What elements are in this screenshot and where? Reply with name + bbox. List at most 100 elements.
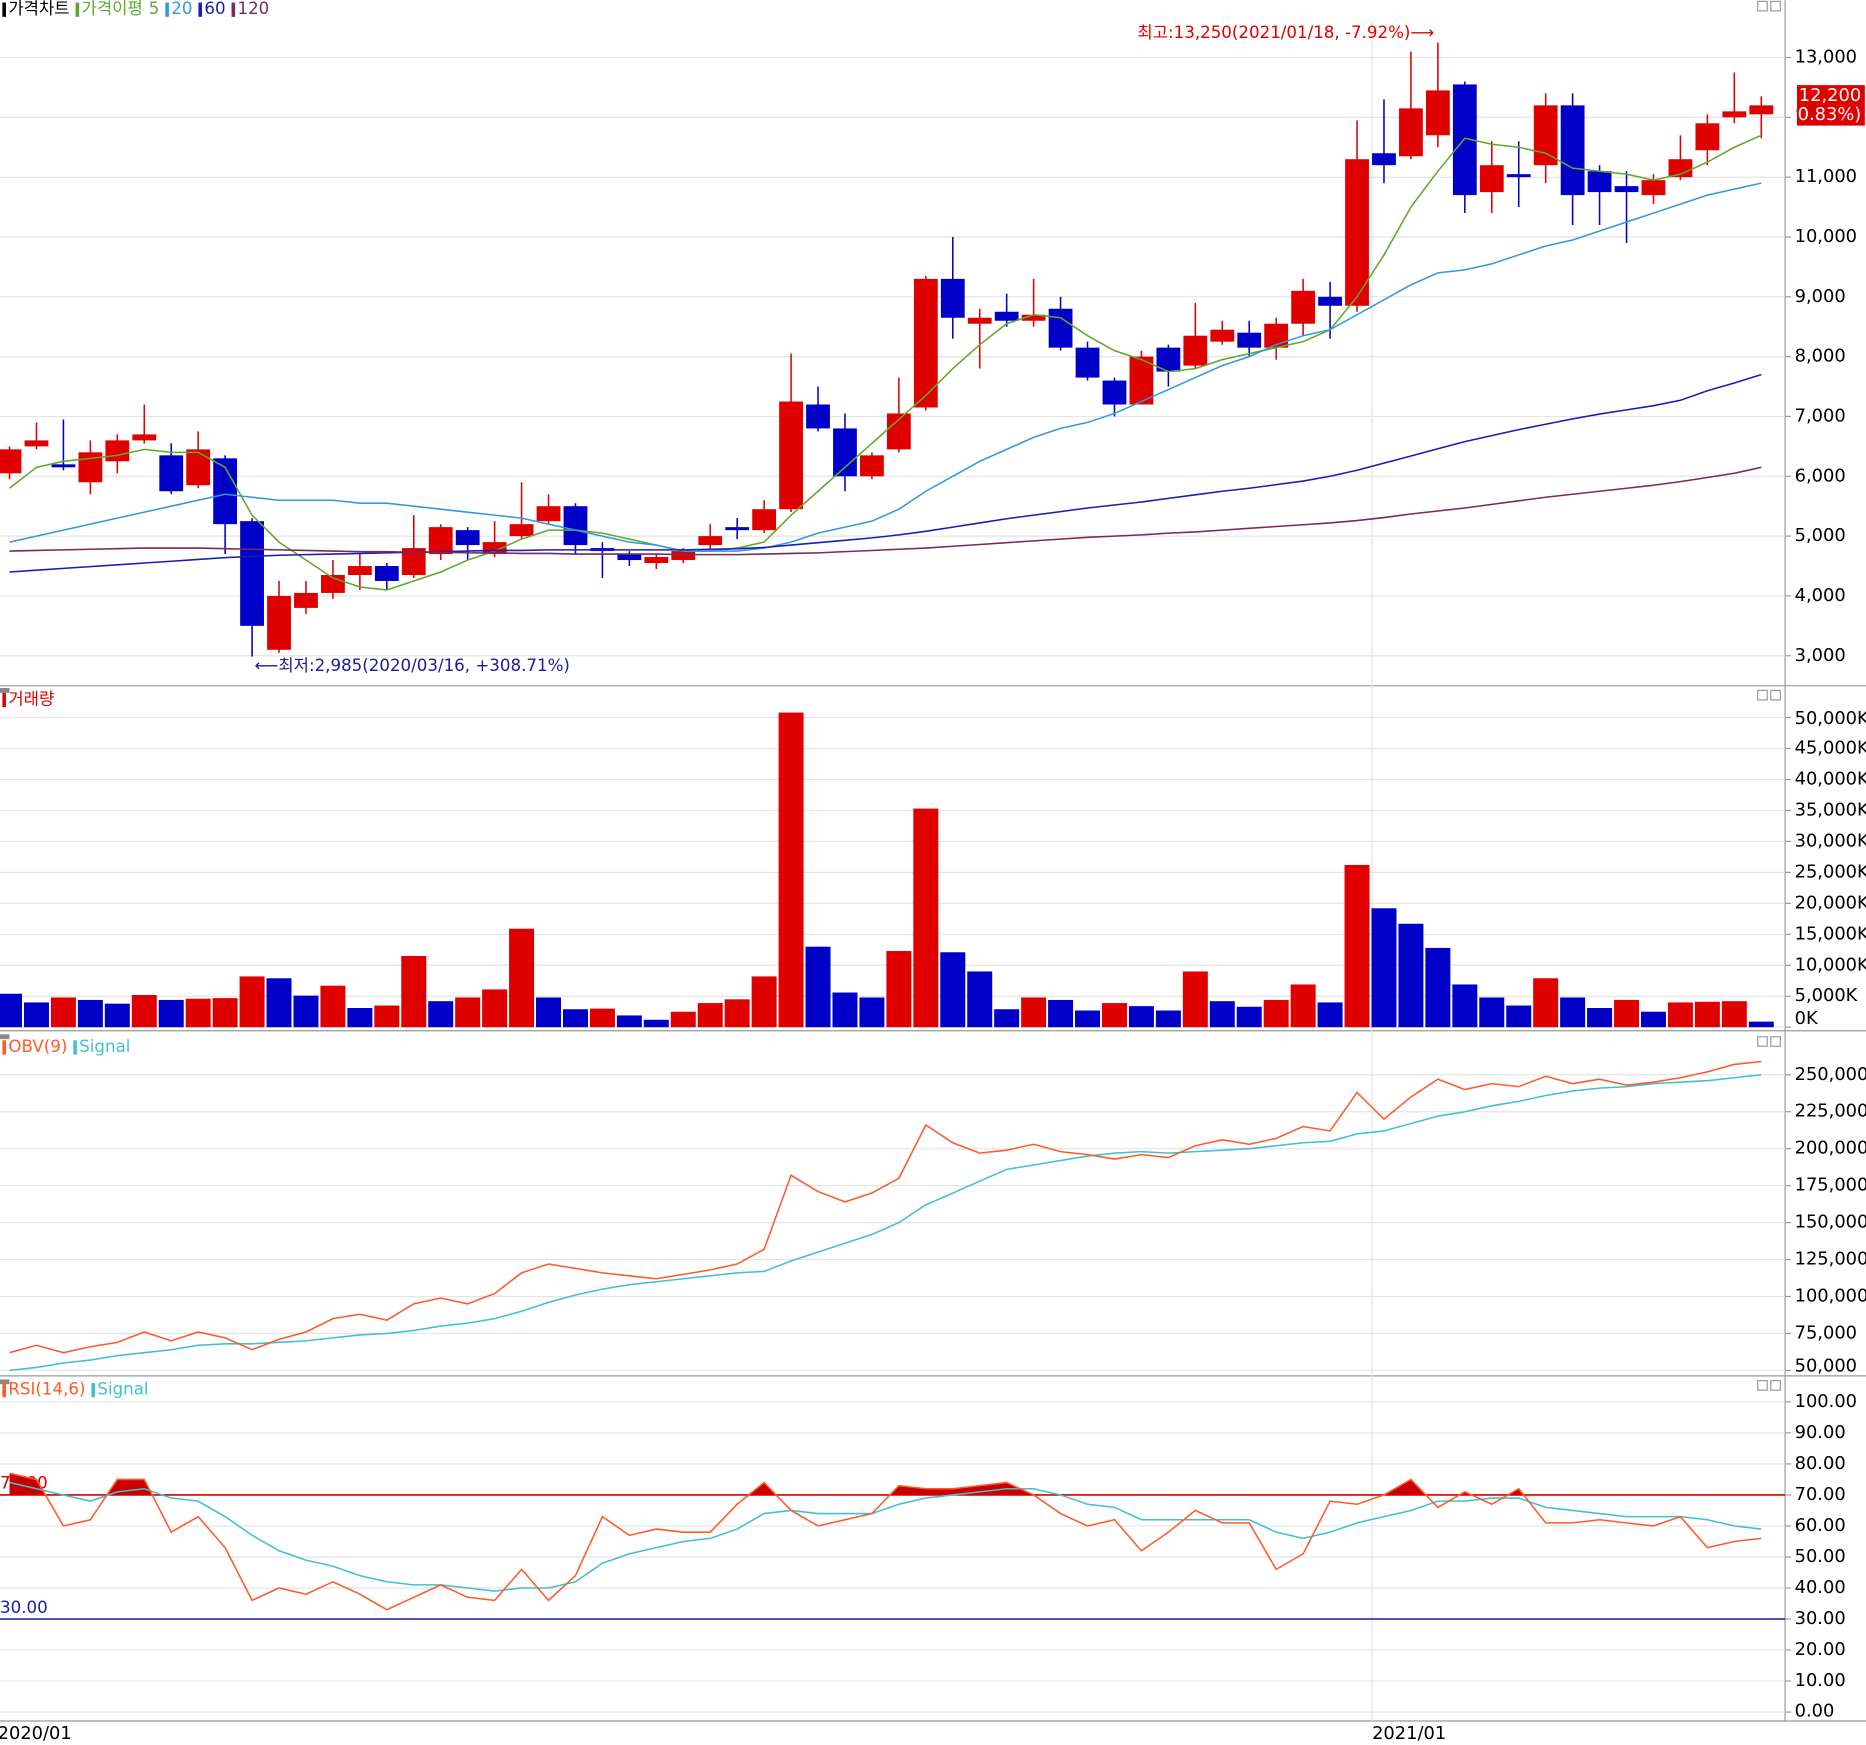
y-tick-label: 70.00 bbox=[1795, 1484, 1846, 1505]
candle-body bbox=[779, 401, 803, 510]
candle-body bbox=[806, 404, 830, 429]
y-tick-label: 7,000 bbox=[1795, 405, 1846, 426]
y-tick-label: 45,000K bbox=[1795, 737, 1866, 758]
volume-bar bbox=[482, 989, 508, 1028]
volume-bar bbox=[1236, 1006, 1262, 1028]
last-price-change: (0.83%) bbox=[1791, 104, 1862, 125]
y-tick-label: 11,000 bbox=[1795, 166, 1857, 187]
volume-bar bbox=[994, 1009, 1020, 1028]
series-line bbox=[9, 1074, 1762, 1372]
candle-body bbox=[967, 317, 992, 324]
legend-label: Signal bbox=[97, 1380, 148, 1399]
panel-handle bbox=[0, 1034, 10, 1040]
candle-body bbox=[105, 440, 130, 462]
legend-label: 거래량 bbox=[8, 689, 54, 708]
volume-bar bbox=[1667, 1002, 1693, 1028]
legend-label: 20 bbox=[171, 0, 192, 18]
y-tick-label: 40.00 bbox=[1795, 1577, 1846, 1598]
volume-bar bbox=[1506, 1005, 1532, 1028]
volume-bar bbox=[509, 928, 535, 1028]
volume-bar bbox=[1263, 999, 1289, 1028]
volume-bar bbox=[940, 952, 966, 1028]
volume-bar bbox=[131, 994, 157, 1028]
volume-bar bbox=[266, 978, 292, 1028]
y-tick-label: 9,000 bbox=[1795, 286, 1846, 307]
panel-button[interactable] bbox=[1757, 0, 1768, 12]
candle-body bbox=[213, 458, 238, 525]
y-tick-label: 4,000 bbox=[1795, 585, 1846, 606]
candle-body bbox=[617, 554, 642, 561]
y-tick-label: 10,000K bbox=[1795, 954, 1866, 975]
candle-body bbox=[1533, 105, 1558, 166]
volume-bar bbox=[562, 1009, 588, 1028]
legend-marker bbox=[75, 2, 80, 17]
candle-body bbox=[1156, 347, 1181, 372]
panel-button[interactable] bbox=[1757, 1036, 1768, 1047]
legend-label: OBV(9) bbox=[8, 1037, 67, 1056]
volume-bar bbox=[886, 951, 912, 1028]
legend-label: 가격이평 bbox=[82, 0, 143, 18]
x-tick-label: 2020/01 bbox=[0, 1723, 72, 1744]
candle-body bbox=[833, 428, 857, 477]
last-price-box bbox=[1796, 85, 1865, 126]
y-tick-label: 5,000 bbox=[1795, 525, 1846, 546]
candle-body bbox=[1695, 123, 1720, 151]
y-tick-label: 225,000 bbox=[1795, 1101, 1866, 1122]
volume-bar bbox=[185, 998, 211, 1028]
candle-body bbox=[1560, 105, 1585, 196]
ma-line bbox=[9, 134, 1762, 591]
volume-bar bbox=[1344, 864, 1370, 1028]
series-line bbox=[9, 1472, 1762, 1611]
volume-bar bbox=[1209, 1001, 1235, 1028]
candle-body bbox=[1668, 159, 1693, 178]
panel-handles bbox=[0, 688, 10, 1385]
y-tick-label: 80.00 bbox=[1795, 1453, 1846, 1474]
volume-bar bbox=[1101, 1003, 1127, 1028]
volume-bar bbox=[1694, 1001, 1720, 1028]
volume-bar bbox=[1155, 1010, 1181, 1028]
candle-body bbox=[1183, 335, 1208, 366]
panel-button[interactable] bbox=[1757, 689, 1768, 701]
legend-label: 120 bbox=[237, 0, 269, 18]
volume-bar bbox=[293, 995, 319, 1028]
volume-bar bbox=[239, 976, 265, 1028]
y-tick-label: 90.00 bbox=[1795, 1422, 1846, 1443]
volume-bar bbox=[859, 997, 885, 1028]
volume-bar bbox=[670, 1011, 696, 1028]
candle-body bbox=[1345, 159, 1369, 306]
candle-body bbox=[1425, 90, 1450, 136]
volume-bar bbox=[1048, 999, 1074, 1028]
volume-bar bbox=[428, 1001, 454, 1028]
volume-bar bbox=[1452, 984, 1478, 1028]
panel-button[interactable] bbox=[1770, 1036, 1781, 1047]
ma-line bbox=[9, 373, 1762, 573]
candle-body bbox=[1102, 380, 1127, 405]
candle-body bbox=[940, 278, 965, 318]
panel-button[interactable] bbox=[1770, 1380, 1781, 1391]
panel-handle bbox=[0, 688, 10, 693]
candle-body bbox=[0, 449, 22, 474]
volume-bar bbox=[1371, 908, 1397, 1028]
candle-body bbox=[428, 527, 453, 555]
panel-buttons[interactable] bbox=[1757, 0, 1781, 1391]
legend-marker bbox=[73, 1040, 77, 1055]
panel-button[interactable] bbox=[1757, 1380, 1768, 1391]
panel-button[interactable] bbox=[1770, 689, 1781, 701]
legend-label: RSI(14,6) bbox=[8, 1380, 85, 1399]
volume-bar bbox=[1128, 1006, 1154, 1028]
candle-body bbox=[1479, 165, 1504, 193]
volume-bar bbox=[1587, 1008, 1613, 1028]
volume-bar bbox=[832, 992, 858, 1028]
volume-bar bbox=[77, 999, 103, 1028]
candle-body bbox=[1237, 332, 1262, 348]
candle-body bbox=[132, 434, 157, 441]
ma-line bbox=[9, 466, 1762, 556]
legend-label: 5 bbox=[149, 0, 160, 18]
volume-bar bbox=[778, 712, 804, 1028]
panel-button[interactable] bbox=[1770, 0, 1781, 12]
legend-marker bbox=[91, 1383, 96, 1398]
candle-body bbox=[482, 542, 507, 555]
candle-body bbox=[671, 551, 696, 561]
